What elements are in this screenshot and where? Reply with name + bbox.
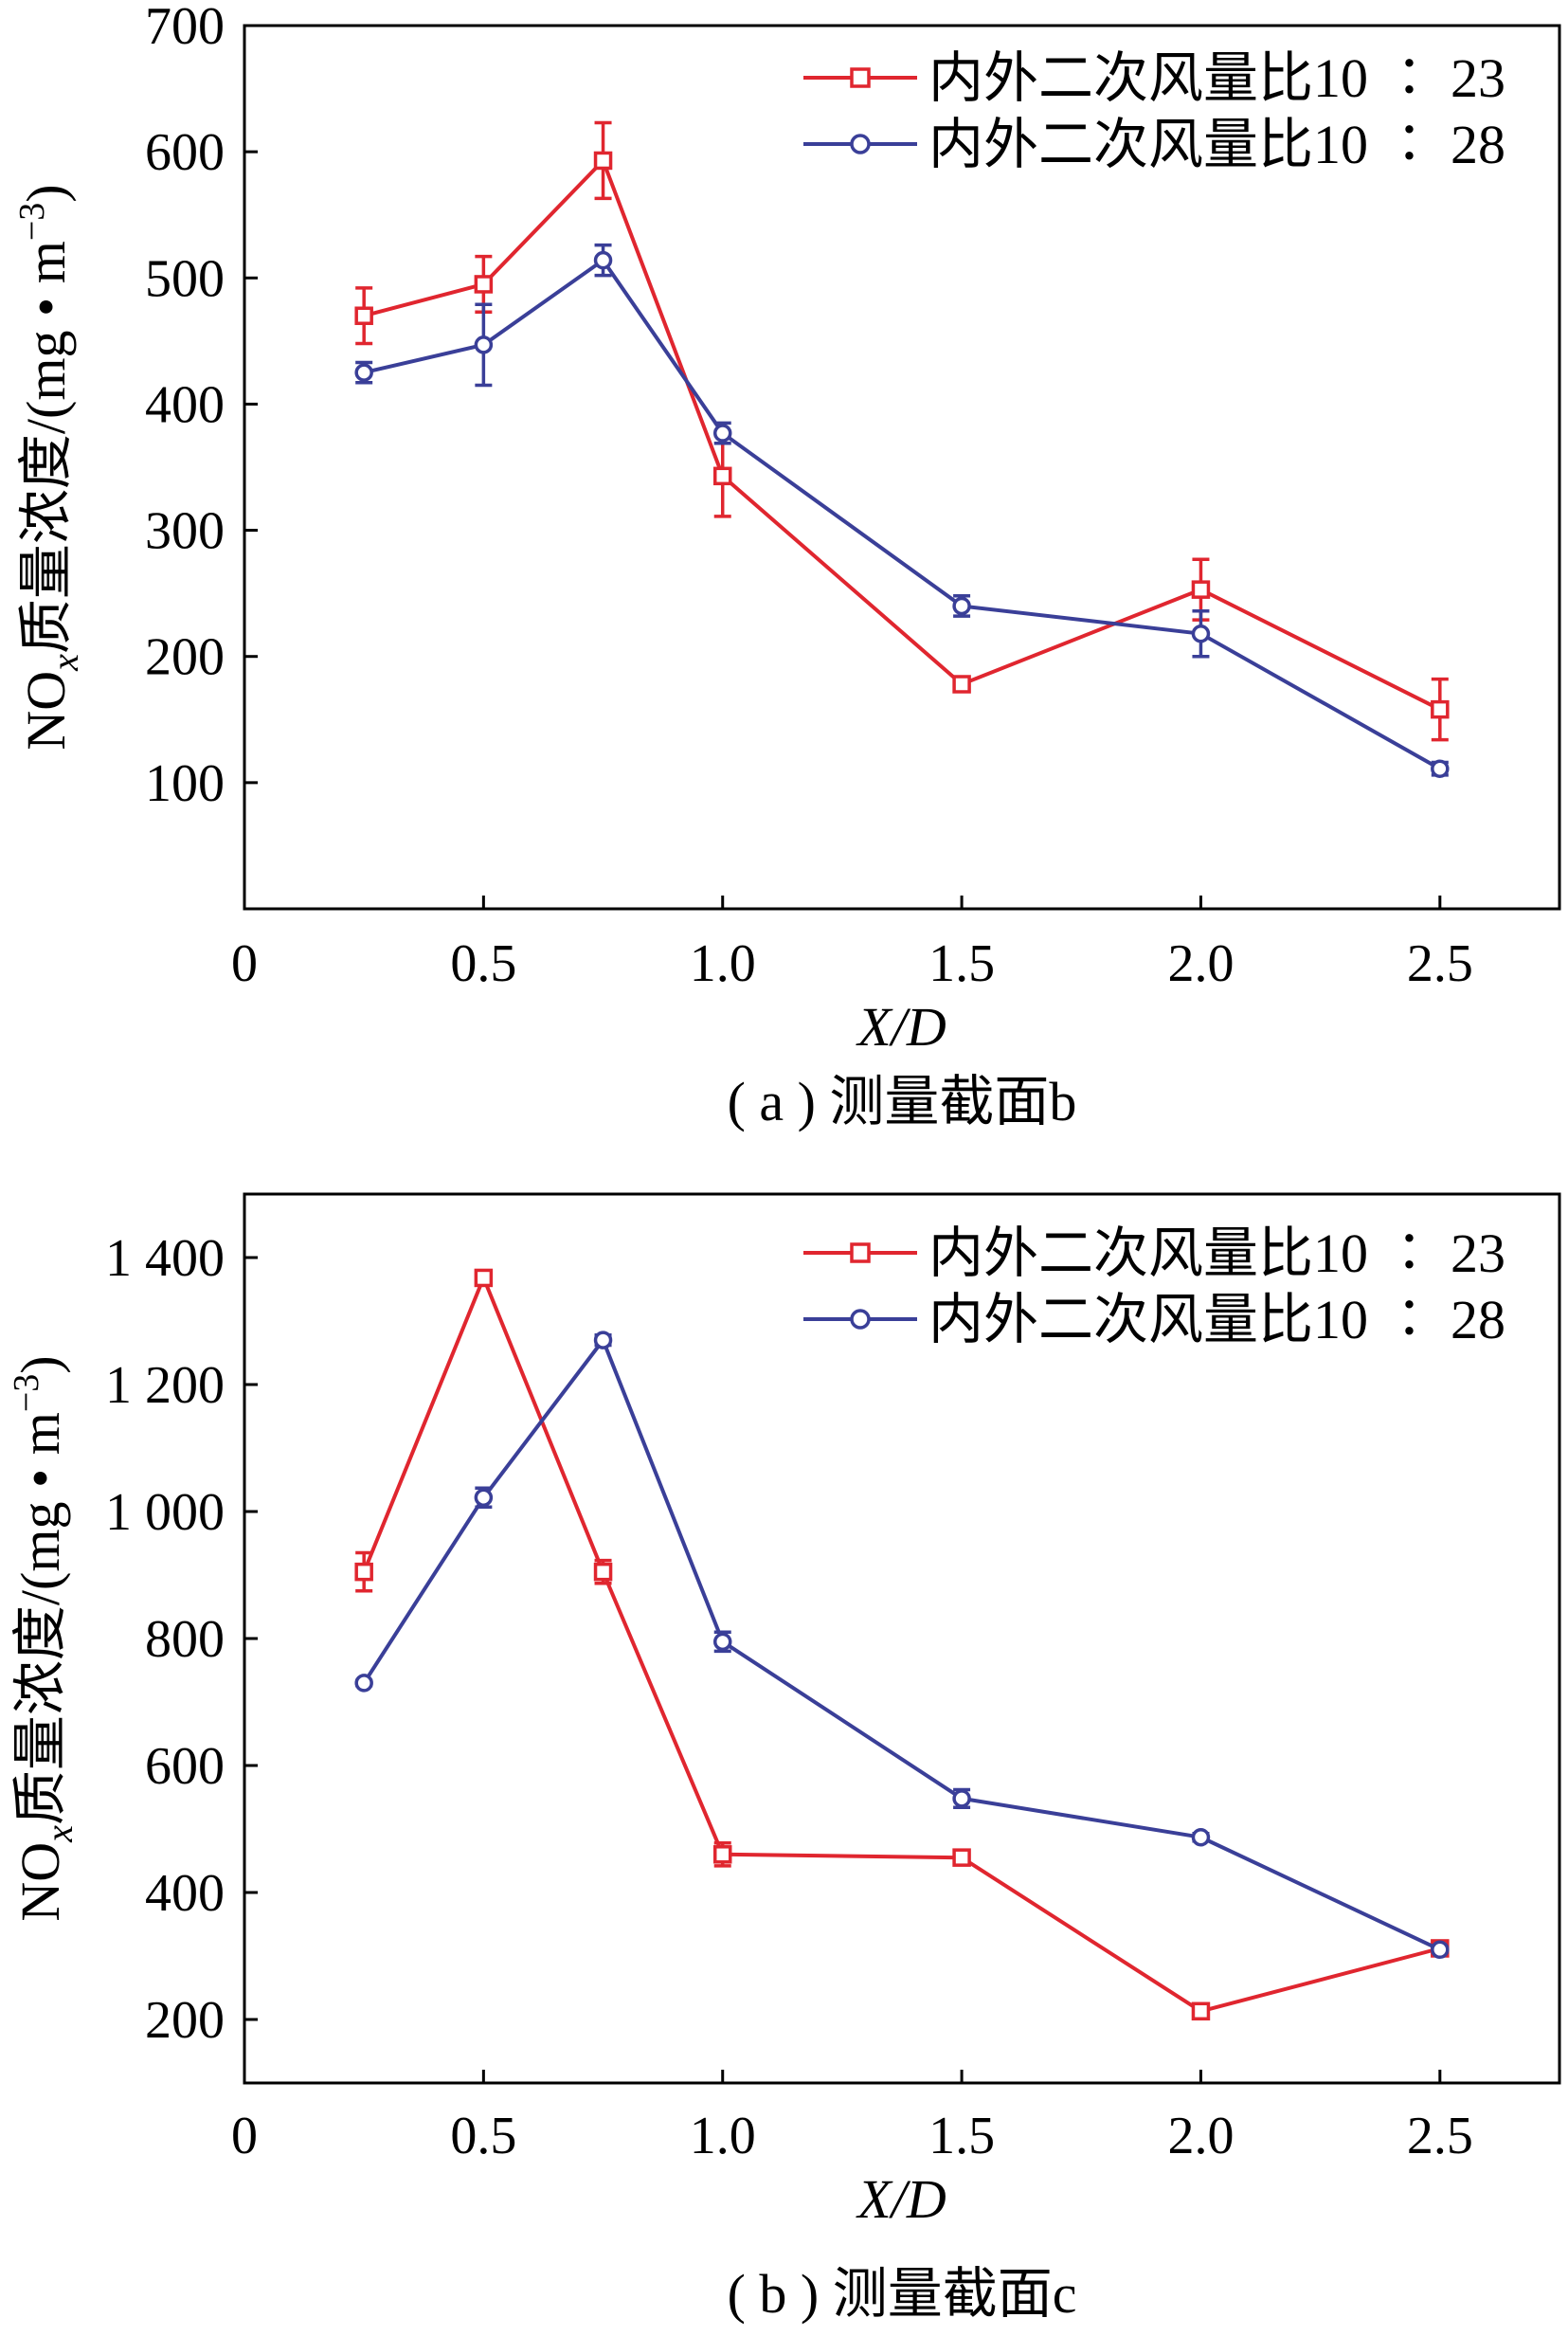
x-tick-label: 2.0 — [1167, 934, 1234, 993]
chart-panel-b: 200 400 600 800 1 000 1 200 1 400 0 0.5 1.0 1.5 2.0… — [7, 1192, 1561, 2325]
series-layer — [354, 120, 1450, 778]
data-point-square — [712, 466, 732, 486]
legend-entry-series-1: 内外二次风量比10 ∶ 23 — [803, 47, 1505, 109]
y-axis-title: NOx质量浓度/(mg • m−3) — [12, 184, 86, 750]
legend-marker-square — [850, 67, 871, 88]
legend-label-series-1: 内外二次风量比10 ∶ 23 — [928, 1222, 1505, 1284]
y-tick-label: 700 — [145, 0, 225, 56]
data-point-square — [474, 1268, 494, 1288]
y-tick-label: 1 400 — [105, 1229, 225, 1288]
data-point-circle — [474, 335, 494, 354]
data-point-square — [712, 1845, 732, 1864]
data-point-circle — [1191, 1827, 1211, 1847]
y-tick-label: 800 — [145, 1610, 225, 1669]
x-axis-title: X/D — [856, 996, 946, 1058]
series-line-2 — [363, 258, 1441, 770]
data-point-square — [354, 1562, 373, 1582]
y-tick-label: 200 — [145, 1991, 225, 2050]
y-tick-label: 300 — [145, 502, 225, 561]
data-point-square — [952, 675, 971, 694]
data-point-circle — [474, 1488, 494, 1508]
x-tick-label: 0.5 — [450, 934, 516, 993]
legend-label-series-2: 内外二次风量比10 ∶ 28 — [928, 1289, 1505, 1350]
data-point-circle — [952, 596, 971, 616]
data-point-square — [1191, 2001, 1211, 2021]
x-tick-label: 1.0 — [690, 2107, 756, 2165]
plot-frame — [243, 24, 1561, 911]
legend-label-series-2: 内外二次风量比10 ∶ 28 — [928, 114, 1505, 175]
y-tick-label: 200 — [145, 628, 225, 687]
legend-entry-series-1: 内外二次风量比10 ∶ 23 — [803, 1222, 1505, 1284]
y-tick-label: 600 — [145, 1737, 225, 1796]
axis-ticks: 100 200 300 400 500 600 700 0 0.5 1.0 1.5 2.0 2.5 — [145, 0, 1473, 993]
legend: 内外二次风量比10 ∶ 23 内外二次风量比10 ∶ 28 — [803, 1222, 1505, 1350]
y-axis-title: NOx质量浓度/(mg • m−3) — [7, 1355, 81, 1921]
data-point-circle — [593, 250, 613, 270]
data-point-circle — [1431, 1940, 1450, 1960]
x-tick-label: 0 — [231, 934, 258, 993]
y-tick-label: 400 — [145, 375, 225, 434]
legend-marker-square — [850, 1242, 871, 1263]
series-layer — [354, 1268, 1450, 2021]
series-line-1 — [363, 158, 1441, 712]
legend-marker-circle — [850, 134, 871, 154]
y-tick-label: 1 000 — [105, 1483, 225, 1542]
data-point-square — [474, 275, 494, 294]
data-point-circle — [354, 1674, 373, 1693]
data-point-square — [1431, 699, 1450, 719]
data-point-circle — [1431, 759, 1450, 778]
data-point-circle — [952, 1789, 971, 1808]
data-point-circle — [712, 424, 732, 443]
axis-ticks: 200 400 600 800 1 000 1 200 1 400 0 0.5 1.0 1.5 2.0… — [105, 1229, 1473, 2165]
data-point-square — [354, 306, 373, 325]
data-point-square — [593, 1562, 613, 1582]
panel-caption-a: ( a ) 测量截面b — [728, 1071, 1077, 1132]
legend-entry-series-2: 内外二次风量比10 ∶ 28 — [803, 114, 1505, 175]
data-point-circle — [1191, 624, 1211, 643]
legend-marker-circle — [850, 1309, 871, 1330]
legend: 内外二次风量比10 ∶ 23 内外二次风量比10 ∶ 28 — [803, 47, 1505, 175]
data-point-circle — [712, 1632, 732, 1652]
chart-panel-a: 100 200 300 400 500 600 700 0 0.5 1.0 1.5 2.0 2.5 内外… — [12, 0, 1561, 1132]
x-tick-label: 2.0 — [1167, 2107, 1234, 2165]
x-tick-label: 0.5 — [450, 2107, 516, 2165]
data-point-circle — [354, 363, 373, 382]
x-tick-label: 2.5 — [1407, 2107, 1473, 2165]
data-point-square — [952, 1848, 971, 1867]
x-tick-label: 0 — [231, 2107, 258, 2165]
y-tick-label: 600 — [145, 123, 225, 182]
x-tick-label: 2.5 — [1407, 934, 1473, 993]
x-axis-title: X/D — [856, 2168, 946, 2230]
y-tick-label: 400 — [145, 1864, 225, 1923]
x-tick-label: 1.0 — [690, 934, 756, 993]
data-point-circle — [593, 1331, 613, 1349]
data-point-square — [1191, 580, 1211, 599]
x-tick-label: 1.5 — [928, 934, 995, 993]
y-tick-label: 100 — [145, 754, 225, 813]
panel-caption-b: ( b ) 测量截面c — [728, 2263, 1077, 2325]
series-line-1 — [362, 1276, 1441, 2014]
y-tick-label: 1 200 — [105, 1356, 225, 1415]
y-tick-label: 500 — [145, 249, 225, 308]
data-point-square — [593, 151, 613, 171]
legend-entry-series-2: 内外二次风量比10 ∶ 28 — [803, 1289, 1505, 1350]
legend-label-series-1: 内外二次风量比10 ∶ 23 — [928, 47, 1505, 109]
x-tick-label: 1.5 — [928, 2107, 995, 2165]
